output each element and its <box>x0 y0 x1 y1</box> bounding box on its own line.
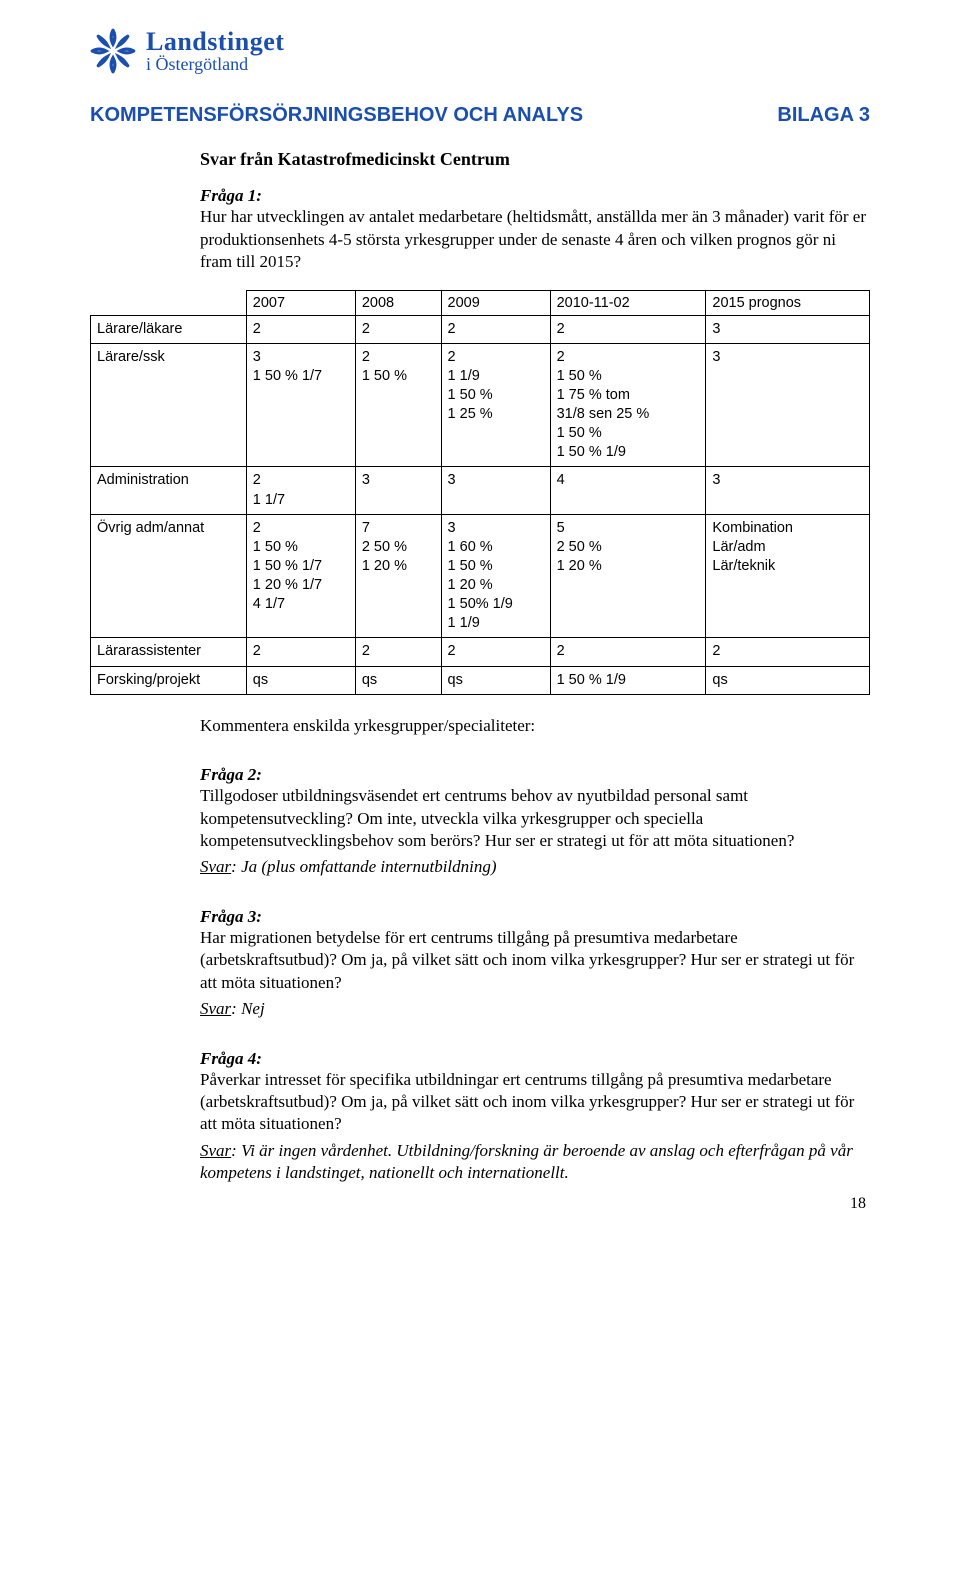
table-cell: 7 2 50 % 1 20 % <box>355 514 441 638</box>
table-header-cell: 2010-11-02 <box>550 290 706 315</box>
table-cell: 2 <box>246 638 355 666</box>
q4-answer-text: : Vi är ingen vårdenhet. Utbildning/fors… <box>200 1141 853 1182</box>
q2-answer-label: Svar <box>200 857 231 876</box>
table-cell: 2 <box>550 315 706 343</box>
table-header-cell: 2009 <box>441 290 550 315</box>
comment-line: Kommentera enskilda yrkesgrupper/special… <box>200 715 870 737</box>
table-cell: 3 <box>355 467 441 514</box>
q1-text: Hur har utvecklingen av antalet medarbet… <box>200 206 870 273</box>
table-header-cell: 2008 <box>355 290 441 315</box>
q1-label: Fråga 1: <box>200 186 870 206</box>
table-cell: 2 <box>441 315 550 343</box>
table-row: Administration2 1 1/73343 <box>91 467 870 514</box>
table-cell: qs <box>441 666 550 694</box>
table-cell: 2 <box>355 638 441 666</box>
table-cell: 3 1 60 % 1 50 % 1 20 % 1 50% 1/9 1 1/9 <box>441 514 550 638</box>
table-header-cell: 2015 prognos <box>706 290 870 315</box>
table-cell: 2 1 50 % <box>355 343 441 467</box>
table-cell: Kombination Lär/adm Lär/teknik <box>706 514 870 638</box>
q3-answer-label: Svar <box>200 999 231 1018</box>
heading-row: KOMPETENSFÖRSÖRJNINGSBEHOV OCH ANALYS BI… <box>90 104 870 127</box>
table-cell: Administration <box>91 467 247 514</box>
main-heading: KOMPETENSFÖRSÖRJNINGSBEHOV OCH ANALYS <box>90 104 583 127</box>
table-cell: Övrig adm/annat <box>91 514 247 638</box>
table-cell: 2 <box>550 638 706 666</box>
table-cell: 2 1 1/9 1 50 % 1 25 % <box>441 343 550 467</box>
q2-answer: Svar: Ja (plus omfattande internutbildni… <box>200 856 870 878</box>
table-cell: 3 <box>706 315 870 343</box>
table-cell: qs <box>246 666 355 694</box>
table-cell: qs <box>355 666 441 694</box>
content-block-2: Kommentera enskilda yrkesgrupper/special… <box>90 715 870 1185</box>
table-row: Forsking/projektqsqsqs1 50 % 1/9qs <box>91 666 870 694</box>
table-cell: 5 2 50 % 1 20 % <box>550 514 706 638</box>
table-header-cell <box>91 290 247 315</box>
q2-text: Tillgodoser utbildningsväsendet ert cent… <box>200 785 870 852</box>
table-cell: 3 <box>706 467 870 514</box>
table-row: Lärare/läkare22223 <box>91 315 870 343</box>
data-table: 2007200820092010-11-022015 prognos Lärar… <box>90 290 870 695</box>
table-header-row: 2007200820092010-11-022015 prognos <box>91 290 870 315</box>
table-cell: 2 <box>246 315 355 343</box>
q4-answer-label: Svar <box>200 1141 231 1160</box>
table-cell: Lärare/läkare <box>91 315 247 343</box>
logo: Landstinget i Östergötland <box>90 28 870 74</box>
q3-text: Har migrationen betydelse för ert centru… <box>200 927 870 994</box>
table-row: Lärarassistenter22222 <box>91 638 870 666</box>
q2-label: Fråga 2: <box>200 765 870 785</box>
table-row: Lärare/ssk3 1 50 % 1/72 1 50 %2 1 1/9 1 … <box>91 343 870 467</box>
q3-answer: Svar: Nej <box>200 998 870 1020</box>
table-cell: Lärarassistenter <box>91 638 247 666</box>
table-row: Övrig adm/annat2 1 50 % 1 50 % 1/7 1 20 … <box>91 514 870 638</box>
table-cell: 3 1 50 % 1/7 <box>246 343 355 467</box>
table-cell: Lärare/ssk <box>91 343 247 467</box>
swirl-icon <box>90 28 136 74</box>
table-cell: 1 50 % 1/9 <box>550 666 706 694</box>
subtitle: Svar från Katastrofmedicinskt Centrum <box>200 149 870 170</box>
table-cell: 2 1 50 % 1 50 % 1/7 1 20 % 1/7 4 1/7 <box>246 514 355 638</box>
q4-label: Fråga 4: <box>200 1049 870 1069</box>
table-cell: 2 1 1/7 <box>246 467 355 514</box>
content-block: Svar från Katastrofmedicinskt Centrum Fr… <box>90 149 870 273</box>
table-cell: Forsking/projekt <box>91 666 247 694</box>
q3-answer-text: : Nej <box>231 999 265 1018</box>
table-cell: 2 1 50 % 1 75 % tom 31/8 sen 25 % 1 50 %… <box>550 343 706 467</box>
q2-answer-text: : Ja (plus omfattande internutbildning) <box>231 857 496 876</box>
logo-text: Landstinget i Östergötland <box>146 28 284 74</box>
q4-answer: Svar: Vi är ingen vårdenhet. Utbildning/… <box>200 1140 870 1185</box>
q3-label: Fråga 3: <box>200 907 870 927</box>
page-number: 18 <box>90 1195 870 1213</box>
page: Landstinget i Östergötland KOMPETENSFÖRS… <box>0 0 960 1253</box>
table-cell: 3 <box>706 343 870 467</box>
table-cell: 2 <box>441 638 550 666</box>
annex-label: BILAGA 3 <box>777 104 870 127</box>
table-cell: qs <box>706 666 870 694</box>
table-header-cell: 2007 <box>246 290 355 315</box>
table-cell: 2 <box>706 638 870 666</box>
table-cell: 4 <box>550 467 706 514</box>
logo-title: Landstinget <box>146 28 284 55</box>
logo-subtitle: i Östergötland <box>146 55 284 74</box>
q4-text: Påverkar intresset för specifika utbildn… <box>200 1069 870 1136</box>
table-cell: 2 <box>355 315 441 343</box>
table-cell: 3 <box>441 467 550 514</box>
